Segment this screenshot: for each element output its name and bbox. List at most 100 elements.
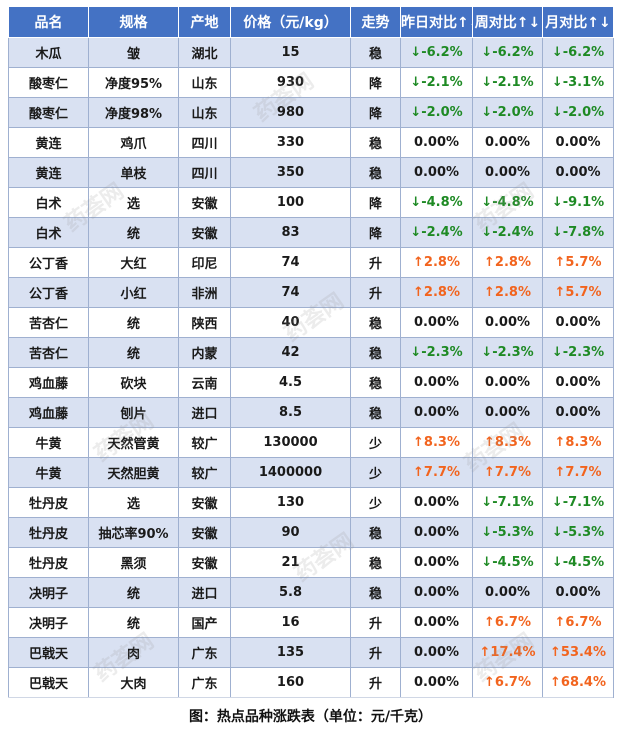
- cell-day-change: ↑2.8%: [400, 277, 473, 308]
- cell-trend: 降: [350, 67, 401, 98]
- cell-week-change: ↑2.8%: [472, 247, 543, 278]
- cell-origin: 较广: [178, 457, 231, 488]
- cell-week-change: 0.00%: [472, 127, 543, 158]
- cell-trend: 稳: [350, 37, 401, 68]
- cell-week-change: 0.00%: [472, 577, 543, 608]
- cell-trend: 降: [350, 187, 401, 218]
- cell-name: 牛黄: [8, 427, 89, 458]
- cell-price: 74: [230, 247, 351, 278]
- cell-origin: 安徽: [178, 547, 231, 578]
- table-row: 决明子统进口 5.8 稳 0.00% 0.00% 0.00%: [8, 577, 614, 608]
- table-row: 鸡血藤 砍块 云南 4.5 稳 0.00% 0.00% 0.00%: [8, 367, 614, 398]
- header-week-change: 周对比↑↓: [472, 6, 543, 38]
- cell-month-change: ↓-6.2%: [542, 37, 614, 68]
- cell-trend: 稳: [350, 367, 401, 398]
- cell-day-change: 0.00%: [400, 367, 473, 398]
- cell-trend: 少: [350, 457, 401, 488]
- cell-spec: 统: [88, 337, 179, 368]
- cell-day-change: 0.00%: [400, 487, 473, 518]
- cell-spec: 肉: [88, 637, 179, 668]
- cell-origin: 较广: [178, 427, 231, 458]
- cell-spec: 砍块: [88, 367, 179, 398]
- cell-trend: 稳: [350, 127, 401, 158]
- cell-month-change: ↓-7.8%: [542, 217, 614, 248]
- cell-name: 公丁香: [8, 277, 89, 308]
- cell-month-change: ↓-3.1%: [542, 67, 614, 98]
- price-change-table: 品名 规格 产地 价格（元/kg） 走势 昨日对比↑↓ 周对比↑↓ 月对比↑↓ …: [8, 6, 614, 698]
- cell-origin: 广东: [178, 667, 231, 698]
- cell-origin: 印尼: [178, 247, 231, 278]
- cell-spec: 净度95%: [88, 67, 179, 98]
- cell-name: 酸枣仁: [8, 67, 89, 98]
- cell-trend: 稳: [350, 397, 401, 428]
- cell-origin: 进口: [178, 397, 231, 428]
- cell-day-change: 0.00%: [400, 517, 473, 548]
- cell-day-change: 0.00%: [400, 127, 473, 158]
- cell-week-change: ↓-2.3%: [472, 337, 543, 368]
- cell-trend: 升: [350, 637, 401, 668]
- cell-spec: 鸡爪: [88, 127, 179, 158]
- cell-origin: 四川: [178, 157, 231, 188]
- cell-trend: 降: [350, 217, 401, 248]
- cell-week-change: ↓-2.0%: [472, 97, 543, 128]
- cell-name: 木瓜: [8, 37, 89, 68]
- cell-origin: 山东: [178, 67, 231, 98]
- table-row: 公丁香 大红 印尼 74 升 ↑2.8% ↑2.8% ↑5.7%: [8, 247, 614, 278]
- cell-price: 350: [230, 157, 351, 188]
- cell-trend: 升: [350, 277, 401, 308]
- cell-week-change: ↓-6.2%: [472, 37, 543, 68]
- cell-origin: 湖北: [178, 37, 231, 68]
- cell-spec: 选: [88, 487, 179, 518]
- cell-trend: 降: [350, 97, 401, 128]
- table-row: 白术统安徽 83 降 ↓-2.4% ↓-2.4% ↓-7.8%: [8, 217, 614, 248]
- cell-origin: 安徽: [178, 187, 231, 218]
- cell-price: 130000: [230, 427, 351, 458]
- header-month-change: 月对比↑↓: [542, 6, 614, 38]
- cell-spec: 大肉: [88, 667, 179, 698]
- cell-origin: 内蒙: [178, 337, 231, 368]
- table-row: 苦杏仁统内蒙 42 稳 ↓-2.3% ↓-2.3% ↓-2.3%: [8, 337, 614, 368]
- cell-spec: 统: [88, 217, 179, 248]
- header-trend: 走势: [350, 6, 401, 38]
- header-name: 品名: [8, 6, 89, 38]
- cell-spec: 统: [88, 577, 179, 608]
- header-day-change: 昨日对比↑↓: [400, 6, 473, 38]
- cell-origin: 广东: [178, 637, 231, 668]
- table-row: 木瓜皱湖北 15 稳 ↓-6.2% ↓-6.2% ↓-6.2%: [8, 37, 614, 68]
- cell-name: 苦杏仁: [8, 337, 89, 368]
- header-price: 价格（元/kg）: [230, 6, 351, 38]
- table-row: 白术选安徽 100 降 ↓-4.8% ↓-4.8% ↓-9.1%: [8, 187, 614, 218]
- cell-week-change: ↓-5.3%: [472, 517, 543, 548]
- cell-origin: 非洲: [178, 277, 231, 308]
- cell-trend: 稳: [350, 337, 401, 368]
- cell-week-change: ↓-2.4%: [472, 217, 543, 248]
- cell-week-change: ↑17.4%: [472, 637, 543, 668]
- cell-trend: 稳: [350, 577, 401, 608]
- cell-name: 牡丹皮: [8, 547, 89, 578]
- cell-week-change: 0.00%: [472, 157, 543, 188]
- cell-day-change: 0.00%: [400, 607, 473, 638]
- cell-name: 决明子: [8, 607, 89, 638]
- cell-name: 黄连: [8, 127, 89, 158]
- cell-origin: 四川: [178, 127, 231, 158]
- cell-trend: 升: [350, 607, 401, 638]
- table-caption: 图：热点品种涨跌表（单位：元/千克）: [188, 709, 433, 725]
- cell-origin: 安徽: [178, 517, 231, 548]
- cell-price: 15: [230, 37, 351, 68]
- cell-name: 白术: [8, 217, 89, 248]
- cell-month-change: ↓-2.0%: [542, 97, 614, 128]
- cell-day-change: 0.00%: [400, 637, 473, 668]
- cell-name: 黄连: [8, 157, 89, 188]
- cell-origin: 进口: [178, 577, 231, 608]
- cell-spec: 抽芯率90%: [88, 517, 179, 548]
- cell-origin: 云南: [178, 367, 231, 398]
- cell-week-change: ↓-4.5%: [472, 547, 543, 578]
- cell-month-change: ↑53.4%: [542, 637, 614, 668]
- cell-trend: 稳: [350, 547, 401, 578]
- price-table-container: 品名 规格 产地 价格（元/kg） 走势 昨日对比↑↓ 周对比↑↓ 月对比↑↓ …: [8, 6, 614, 698]
- cell-week-change: ↑6.7%: [472, 607, 543, 638]
- cell-day-change: ↑7.7%: [400, 457, 473, 488]
- table-row: 牡丹皮 抽芯率90% 安徽 90 稳 0.00% ↓-5.3% ↓-5.3%: [8, 517, 614, 548]
- cell-day-change: ↓-2.0%: [400, 97, 473, 128]
- header-spec: 规格: [88, 6, 179, 38]
